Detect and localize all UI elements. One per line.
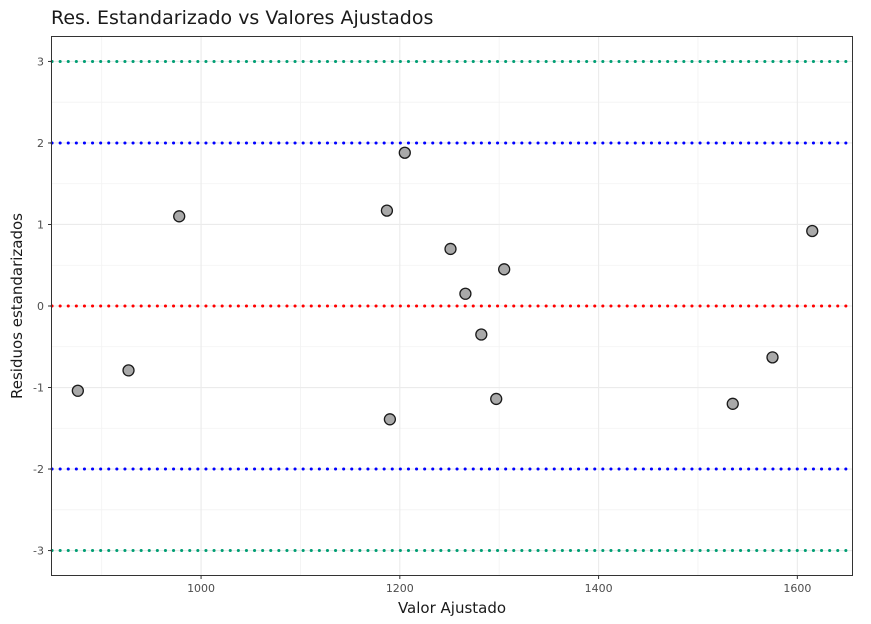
data-point	[380, 204, 394, 217]
x-tick-label: 1000	[187, 582, 215, 595]
data-point	[806, 224, 819, 238]
x-axis-ticks: 1000 1200 1400 1600	[187, 575, 811, 595]
y-tick-label: -3	[33, 545, 44, 558]
y-tick-label: -2	[33, 463, 44, 476]
data-point	[498, 263, 511, 276]
data-point	[726, 397, 739, 410]
x-axis-label: Valor Ajustado	[398, 599, 506, 617]
y-tick-label: 0	[37, 300, 44, 313]
data-point	[475, 328, 488, 341]
data-point	[71, 384, 84, 397]
y-axis-label: Residuos estandarizados	[8, 213, 26, 399]
x-tick-label: 1600	[783, 582, 811, 595]
y-tick-label: 3	[37, 55, 44, 68]
data-point	[383, 413, 397, 426]
grid-minor	[52, 37, 852, 575]
data-point	[459, 287, 472, 300]
data-points	[71, 146, 819, 426]
data-point	[173, 210, 186, 223]
data-point	[398, 146, 411, 159]
chart-title: Res. Estandarizado vs Valores Ajustados	[51, 7, 433, 29]
data-point	[444, 242, 457, 256]
data-point	[490, 392, 503, 406]
y-tick-label: -1	[33, 382, 44, 395]
data-point	[122, 364, 135, 377]
x-tick-label: 1400	[585, 582, 613, 595]
y-tick-label: 2	[37, 137, 44, 150]
x-tick-label: 1200	[386, 582, 414, 595]
y-tick-label: 1	[37, 218, 44, 231]
data-point	[766, 351, 779, 364]
y-axis-ticks: -3 -2 -1 0 1 2 3	[33, 55, 52, 558]
